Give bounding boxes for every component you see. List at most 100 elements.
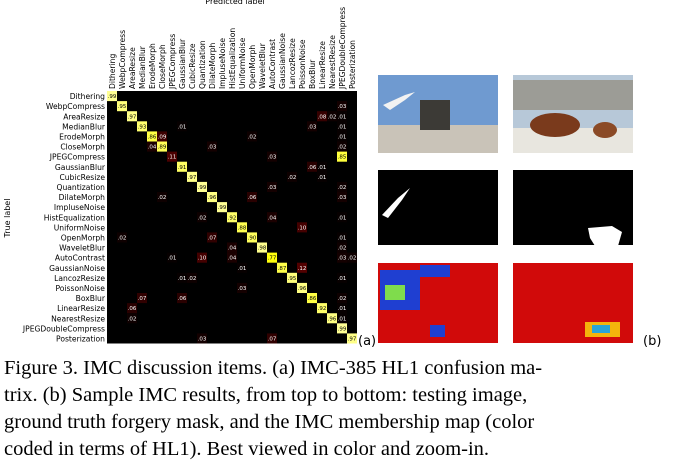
matrix-cell <box>157 192 167 203</box>
matrix-cell <box>177 161 187 172</box>
y-axis-title: True label <box>3 199 12 239</box>
matrix-cell <box>227 212 237 223</box>
cell-label: .06 <box>178 296 187 302</box>
cell-label: .02 <box>118 235 127 241</box>
column-label: BoxBlur <box>308 59 317 89</box>
row-label: NearestResize <box>51 314 105 323</box>
cell-label: .01 <box>238 266 247 272</box>
row-label: DilateMorph <box>59 193 106 202</box>
membership-map <box>513 263 633 343</box>
matrix-cell <box>337 141 347 152</box>
matrix-cell <box>247 131 257 142</box>
cell-label: .03 <box>308 124 317 130</box>
cell-label: .02 <box>158 195 167 201</box>
matrix-cell <box>117 101 127 112</box>
row-label: Dithering <box>70 92 105 101</box>
column-label: CubicResize <box>188 43 197 89</box>
column-label: UniformNoise <box>238 37 247 89</box>
column-label: WebpCompress <box>118 30 127 89</box>
matrix-cell <box>237 262 247 273</box>
row-label: WebpCompress <box>46 102 105 111</box>
matrix-cell <box>337 252 347 263</box>
column-label: JPEGCompress <box>168 34 177 90</box>
matrix-cell <box>147 131 157 142</box>
cell-label: .02 <box>188 276 197 282</box>
cell-label: .03 <box>338 256 347 262</box>
row-label: GaussianNoise <box>49 264 105 273</box>
cell-label: .02 <box>198 215 207 221</box>
matrix-cell <box>127 303 137 314</box>
column-label: Quantization <box>198 40 207 89</box>
caption-line: coded in terms of HL1). Best viewed in c… <box>4 438 489 460</box>
cell-label: .93 <box>138 124 147 130</box>
matrix-cell <box>307 293 317 304</box>
matrix-cell <box>257 242 267 253</box>
matrix-cell <box>317 111 327 122</box>
cell-label: .11 <box>168 155 177 161</box>
cell-label: .04 <box>228 246 237 252</box>
matrix-cell <box>347 252 357 263</box>
matrix-cell <box>297 282 307 293</box>
column-label: MedianBlur <box>138 45 147 89</box>
cell-label: .99 <box>218 205 227 211</box>
cell-label: .01 <box>168 256 177 262</box>
matrix-cell <box>297 262 307 273</box>
row-label: GaussianBlur <box>55 163 106 172</box>
cell-label: .01 <box>338 235 347 241</box>
row-label: Posterization <box>56 334 105 343</box>
row-label: MedianBlur <box>62 122 106 131</box>
cell-label: .99 <box>108 94 117 100</box>
matrix-cell <box>337 181 347 192</box>
matrix-cell <box>177 121 187 132</box>
matrix-cell <box>317 161 327 172</box>
matrix-cell <box>137 121 147 132</box>
row-label: ImpluseNoise <box>54 203 105 212</box>
matrix-cell <box>307 161 317 172</box>
matrix-cell <box>267 212 277 223</box>
cell-label: .01 <box>338 276 347 282</box>
matrix-cell <box>347 333 357 344</box>
matrix-cell <box>207 192 217 203</box>
cell-label: .95 <box>288 276 297 282</box>
matrix-cell <box>127 111 137 122</box>
cell-label: .06 <box>248 195 257 201</box>
cell-label: .96 <box>208 195 217 201</box>
membership-map <box>378 263 498 343</box>
matrix-cell <box>337 121 347 132</box>
matrix-cell <box>337 212 347 223</box>
cell-label: .85 <box>338 155 347 161</box>
cell-label: .07 <box>138 296 147 302</box>
column-label: GaussianBlur <box>178 38 187 89</box>
matrix-cell <box>247 232 257 243</box>
row-label: BoxBlur <box>76 294 106 303</box>
matrix-cell <box>197 212 207 223</box>
row-label: OpenMorph <box>61 233 105 242</box>
cell-label: .86 <box>148 134 157 140</box>
cell-label: .03 <box>338 195 347 201</box>
column-label: HistEqualization <box>228 28 237 89</box>
cell-label: .91 <box>178 165 187 171</box>
row-label: LinearResize <box>57 304 105 313</box>
panel-label: (a) <box>358 334 376 349</box>
cell-label: .88 <box>238 225 247 231</box>
cell-label: .02 <box>338 185 347 191</box>
cell-label: .98 <box>258 246 267 252</box>
cell-label: .97 <box>348 336 357 342</box>
caption-line: trix. (b) Sample IMC results, from top t… <box>4 384 527 406</box>
cell-label: .02 <box>348 256 357 262</box>
cell-label: .01 <box>318 175 327 181</box>
matrix-cell <box>337 272 347 283</box>
matrix-cell <box>217 202 227 213</box>
cell-label: .03 <box>198 336 207 342</box>
matrix-cell <box>207 232 217 243</box>
matrix-cell <box>237 282 247 293</box>
cell-label: .01 <box>178 276 187 282</box>
row-label: JPEGCompress <box>49 153 105 162</box>
column-label: WaveletBlur <box>258 42 267 89</box>
cell-label: .86 <box>308 296 317 302</box>
cell-label: .10 <box>298 225 307 231</box>
row-label: Quantization <box>56 183 105 192</box>
matrix-cell <box>247 192 257 203</box>
cell-label: .77 <box>268 256 277 262</box>
sample-image <box>513 75 633 153</box>
